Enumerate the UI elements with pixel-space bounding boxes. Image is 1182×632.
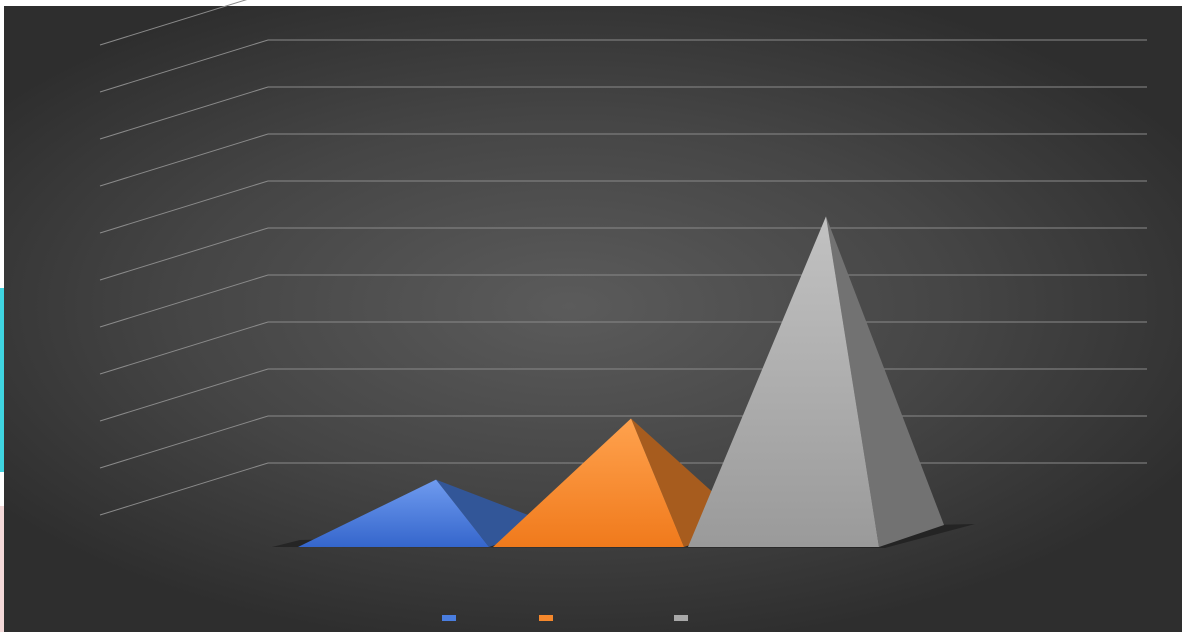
pyramid-front-face bbox=[493, 418, 684, 547]
gridline bbox=[99, 227, 1147, 281]
legend-swatch bbox=[674, 615, 688, 621]
gridline bbox=[99, 133, 1147, 187]
gridline bbox=[99, 86, 1147, 140]
gridline bbox=[99, 180, 1147, 234]
legend bbox=[442, 615, 688, 621]
gridline bbox=[99, 368, 1147, 422]
pyramid-bars bbox=[298, 216, 944, 547]
gridline bbox=[99, 321, 1147, 375]
legend-swatch bbox=[539, 615, 553, 621]
left-edge-accent-cyan bbox=[0, 288, 4, 472]
gridline bbox=[99, 39, 1147, 93]
gridline bbox=[99, 274, 1147, 328]
legend-swatch bbox=[442, 615, 456, 621]
pyramid-front-face bbox=[688, 216, 879, 547]
gridline bbox=[99, 0, 248, 46]
pyramid-side-face bbox=[826, 216, 944, 547]
left-edge-accent-pink bbox=[0, 506, 4, 632]
pyramid-front-face bbox=[298, 479, 489, 547]
